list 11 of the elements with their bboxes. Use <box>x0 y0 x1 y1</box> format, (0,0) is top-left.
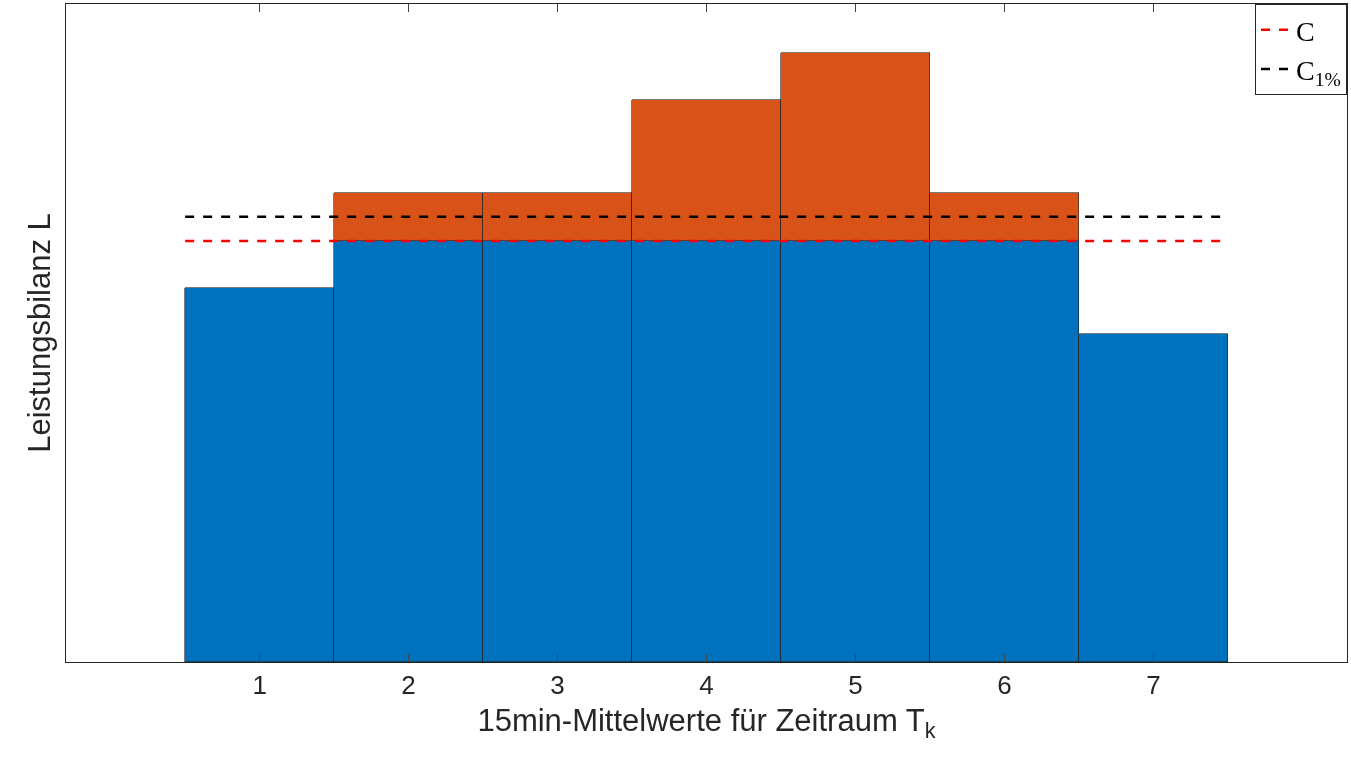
x-tick-label: 6 <box>997 670 1012 701</box>
legend-label: C$_{1%}$ <box>1296 55 1341 90</box>
x-tick-label: 2 <box>401 670 416 701</box>
x-tick-label: 4 <box>699 670 714 701</box>
y-axis-title: Leistungsbilanz L <box>21 213 57 453</box>
x-tick-label: 5 <box>848 670 863 701</box>
x-tick-label: 1 <box>252 670 267 701</box>
x-axis-title: 15min-Mittelwerte für Zeitraum T$_{k}$ <box>477 703 936 743</box>
legend-label: C <box>1296 15 1315 47</box>
x-tick-label: 7 <box>1146 670 1161 701</box>
x-tick-label: 3 <box>550 670 565 701</box>
